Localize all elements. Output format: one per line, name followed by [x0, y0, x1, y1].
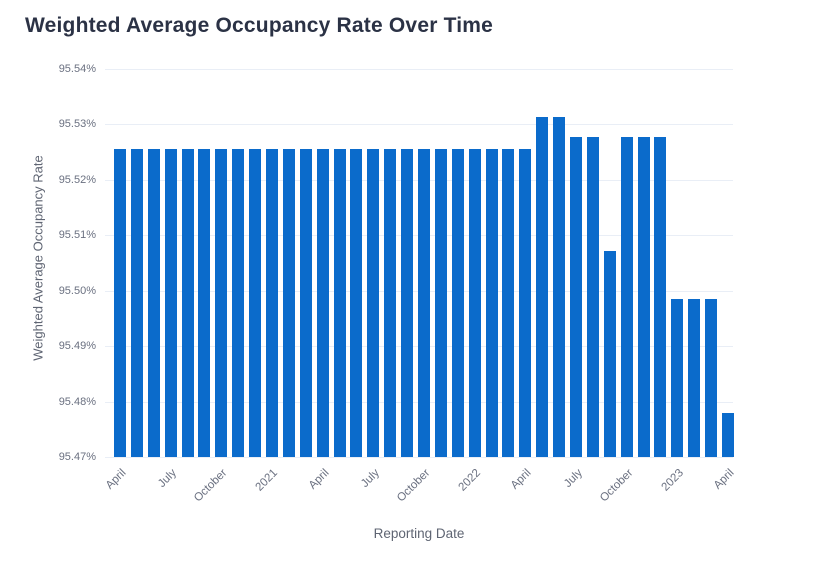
bar-2022-04[interactable] — [519, 148, 532, 457]
bar-2023-01[interactable] — [671, 299, 684, 457]
x-axis-title: Reporting Date — [373, 526, 465, 541]
x-tick-label: July — [156, 467, 180, 490]
x-tick-label: April — [103, 467, 129, 492]
x-tick-label: 2022 — [456, 467, 484, 494]
bar-2021-07[interactable] — [367, 148, 380, 457]
y-tick-label: 95.52% — [58, 173, 96, 186]
bar-2022-05[interactable] — [536, 116, 549, 457]
bar-2021-01[interactable] — [266, 148, 278, 457]
bar-2020-08[interactable] — [181, 148, 194, 457]
bar-2022-07[interactable] — [570, 136, 582, 457]
bar-2022-01[interactable] — [468, 148, 481, 457]
chart-title: Weighted Average Occupancy Rate Over Tim… — [25, 14, 494, 37]
x-tick-label: April — [711, 467, 737, 492]
bar-2023-03[interactable] — [705, 299, 718, 457]
x-tick-label: July — [561, 467, 585, 490]
bar-2022-02[interactable] — [485, 148, 498, 457]
gridline — [105, 124, 733, 126]
x-tick-label: October — [395, 467, 433, 505]
y-tick-label: 95.50% — [58, 284, 96, 297]
y-tick-label: 95.54% — [58, 63, 96, 75]
bar-2020-05[interactable] — [130, 148, 143, 457]
y-tick-label: 95.53% — [58, 118, 96, 131]
bar-2023-04[interactable] — [722, 413, 734, 457]
bar-2020-10[interactable] — [215, 148, 228, 457]
bar-2021-05[interactable] — [333, 148, 346, 457]
bar-2020-06[interactable] — [147, 148, 160, 457]
bar-2020-04[interactable] — [114, 148, 126, 457]
bar-2022-11[interactable] — [637, 136, 650, 457]
x-axis-tick-labels: April July October 2021 April July October 2022… — [103, 457, 737, 527]
bar-2022-10[interactable] — [620, 136, 633, 457]
bar-2022-06[interactable] — [553, 116, 566, 457]
y-tick-label: 95.51% — [58, 229, 96, 242]
bar-2022-03[interactable] — [502, 148, 515, 457]
bar-2020-12[interactable] — [249, 148, 262, 457]
y-tick-label: 95.48% — [58, 395, 96, 408]
x-tick-label: April — [509, 467, 534, 492]
bar-2021-06[interactable] — [350, 148, 363, 457]
bar-2021-04[interactable] — [316, 148, 329, 457]
y-tick-label: 95.49% — [58, 340, 96, 353]
gridline — [105, 69, 733, 70]
x-tick-label: October — [597, 467, 636, 505]
x-tick-label: October — [192, 467, 230, 505]
bar-2022-09[interactable] — [603, 251, 616, 457]
bar-2022-08[interactable] — [586, 136, 599, 457]
bar-2020-09[interactable] — [198, 148, 211, 457]
plot-area — [105, 60, 734, 458]
bar-2023-02[interactable] — [688, 299, 701, 457]
bar-2020-11[interactable] — [232, 148, 245, 457]
bar-2021-03[interactable] — [299, 148, 312, 457]
bar-2021-02[interactable] — [282, 148, 295, 457]
y-axis-tick-labels: 95.54% 95.53% 95.52% 95.51% 95.50% 95.49% 95.4… — [0, 60, 100, 463]
bar-2021-10[interactable] — [418, 148, 430, 457]
y-tick-label: 95.47% — [58, 451, 96, 463]
bar-2021-08[interactable] — [384, 148, 397, 457]
bar-2020-07[interactable] — [164, 148, 177, 457]
gridline — [105, 457, 733, 458]
bar-2021-09[interactable] — [401, 148, 414, 457]
x-tick-label: April — [306, 467, 332, 492]
x-tick-label: 2023 — [659, 467, 686, 494]
bar-2021-12[interactable] — [451, 148, 464, 457]
x-tick-label: 2021 — [253, 467, 281, 494]
bar-2021-11[interactable] — [434, 148, 447, 457]
bar-2022-12[interactable] — [654, 136, 667, 457]
x-tick-label: July — [358, 467, 382, 490]
